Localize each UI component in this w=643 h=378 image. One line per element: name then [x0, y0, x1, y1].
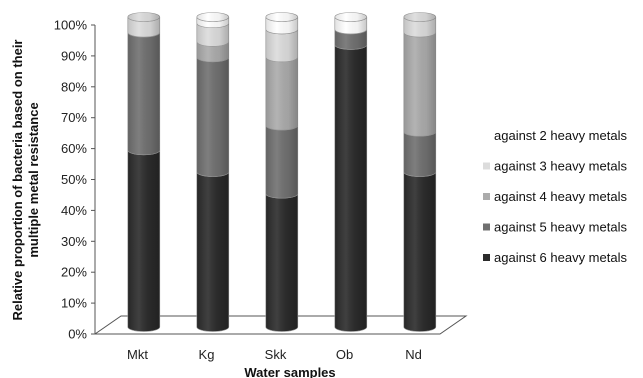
- bar-shade: [403, 172, 436, 332]
- bar-shade: [196, 23, 229, 47]
- bar-shade: [196, 17, 229, 28]
- bar-Mkt: [127, 12, 161, 332]
- bar-shade: [265, 57, 298, 130]
- y-axis-title-line-1: Relative proportion of bacteria based on…: [10, 40, 25, 321]
- bar-shade: [334, 29, 367, 50]
- legend-swatch-1: [483, 162, 490, 170]
- axes-layer: [91, 24, 468, 335]
- y-tick-label: 0%: [68, 327, 87, 342]
- bar-Nd: [403, 12, 437, 332]
- legend-label-3: against 5 heavy metals: [494, 220, 627, 235]
- y-tick-label: 100%: [54, 18, 88, 33]
- legend-swatch-0: [483, 132, 490, 139]
- legend-swatch-2: [483, 193, 490, 200]
- bar-shade: [127, 17, 160, 37]
- bar-shade: [265, 17, 298, 34]
- bar-cap-shade: [403, 12, 436, 22]
- x-tick-label-Skk: Skk: [265, 347, 287, 362]
- y-tick-label: 90%: [61, 48, 87, 63]
- bar-shade: [265, 29, 298, 62]
- bar-shade: [403, 131, 436, 177]
- bar-cap-shade: [196, 12, 229, 22]
- y-tick-label: 60%: [61, 141, 87, 156]
- bar-shade: [334, 44, 367, 332]
- legend-label-4: against 6 heavy metals: [494, 250, 627, 265]
- y-tick-label: 30%: [61, 234, 87, 249]
- x-tick-label-Nd: Nd: [405, 347, 422, 362]
- x-tick-label-Ob: Ob: [336, 347, 353, 362]
- legend-label-0: against 2 heavy metals: [494, 128, 627, 143]
- y-axis-title-line-2: multiple metal resistance: [26, 102, 41, 257]
- bar-cap-shade: [127, 12, 160, 22]
- bar-cap-shade: [265, 12, 298, 22]
- bar-shade: [403, 32, 436, 137]
- bar-shade: [265, 193, 298, 332]
- x-tick-label-Kg: Kg: [199, 347, 215, 362]
- bar-cap-shade: [334, 12, 367, 22]
- bars-layer: [127, 12, 437, 332]
- y-tick-label: 10%: [61, 296, 87, 311]
- y-tick-label: 50%: [61, 172, 87, 187]
- bar-Kg: [196, 12, 230, 332]
- legend-swatch-4: [483, 254, 490, 261]
- y-tick-label: 40%: [61, 203, 87, 218]
- legend-swatch-3: [483, 223, 490, 231]
- bar-Skk: [265, 12, 299, 332]
- labels-layer: 0% 10% 20% 30% 40% 50% 60% 70% 80% 90% 100% Mkt Kg Sk…: [10, 18, 422, 378]
- x-tick-label-Mkt: Mkt: [127, 347, 148, 362]
- y-axis-title: Relative proportion of bacteria based on…: [10, 40, 41, 321]
- bar-Ob: [334, 12, 368, 332]
- legend: against 2 heavy metals against 3 heavy me…: [483, 128, 627, 265]
- bar-shade: [127, 32, 160, 155]
- bar-shade: [265, 125, 298, 199]
- bar-shade: [196, 57, 229, 177]
- bar-shade: [196, 172, 229, 332]
- y-tick-label: 70%: [61, 110, 87, 125]
- bar-shade: [127, 150, 160, 332]
- y-tick-label: 20%: [61, 265, 87, 280]
- bar-shade: [403, 17, 436, 37]
- floor-plane: [93, 315, 468, 335]
- legend-label-1: against 3 heavy metals: [494, 159, 627, 174]
- legend-label-2: against 4 heavy metals: [494, 189, 627, 204]
- x-axis-title: Water samples: [244, 365, 335, 378]
- bar-shade: [196, 41, 229, 62]
- y-tick-label: 80%: [61, 79, 87, 94]
- bar-shade: [334, 17, 367, 34]
